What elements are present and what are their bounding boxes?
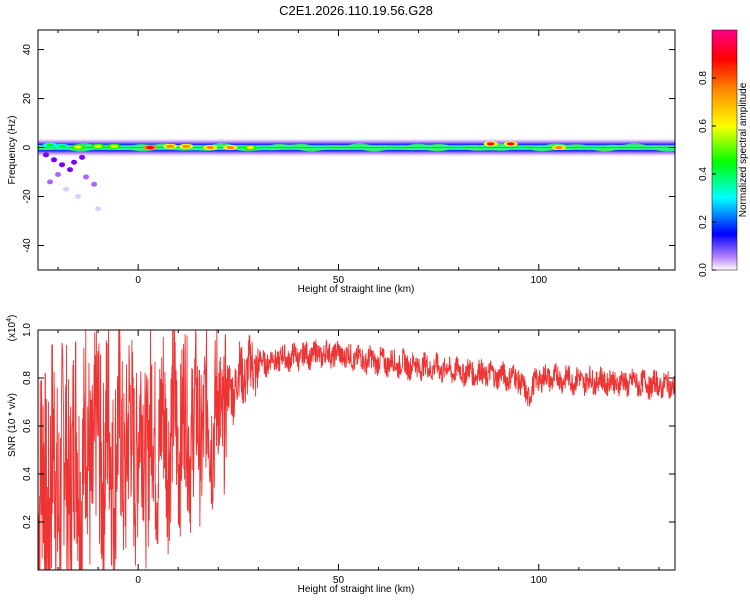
spectrogram-scatter-blob [63,186,70,192]
spectrogram-scatter-blob [79,154,86,160]
spectrogram-panel: 0 50 100 40 20 0 -20 -40 Height of straight lin… [7,29,676,295]
spectrogram-x-tick-label: 0 [135,275,141,286]
spectrogram-scatter-blob [55,171,62,177]
spectrogram-y-tick-label: 0 [22,144,33,150]
colorbar-label: Normalized spectral amplitude [738,82,749,217]
spectrogram-peak [182,144,191,148]
colorbar-tick-label: 0.4 [698,167,709,181]
colorbar-ticks: 0.0 0.2 0.4 0.6 0.8 [698,71,716,277]
snr-y-tick-label: 0.6 [22,419,33,433]
spectrogram-scatter-blob [71,159,78,165]
colorbar: 0.0 0.2 0.4 0.6 0.8 Normalized spectral ampl… [698,29,749,277]
colorbar-tick-label: 0.8 [698,71,709,85]
snr-y-tick-label: 0.4 [22,467,33,481]
spectrogram-peak [486,142,495,146]
snr-y-tick-label: 0.2 [22,515,33,529]
spectrogram-x-tick-label: 50 [333,275,345,286]
snr-y-tick-label: 1.0 [22,323,33,337]
snr-panel: 0 50 100 1.0 0.8 0.6 0.4 0.2 Height of straight… [6,315,676,595]
spectrogram-scatter-blob [91,181,98,187]
colorbar-tick-label: 0.6 [698,119,709,133]
spectrogram-x-tick-label: 100 [530,275,547,286]
spectrogram-scatter-blob [75,194,82,200]
spectrogram-peak [146,145,155,150]
spectrogram-y-axis-label: Frequency (Hz) [7,116,18,185]
spectrogram-scatter-blob [51,157,58,163]
spectrogram-y-tick-label: 20 [22,93,33,105]
snr-x-tick-label: 100 [530,575,547,586]
snr-series-line [38,330,675,570]
spectrogram-peak [58,144,67,148]
spectrogram-peak [94,144,103,148]
spectrogram-peak [110,144,119,148]
spectrogram-scatter-blob [47,179,54,185]
spectrogram-peak [246,145,255,150]
snr-axes: 0 50 100 1.0 0.8 0.6 0.4 0.2 [22,323,675,586]
snr-y-axis-label: SNR (10 * v/v) [7,393,18,457]
snr-y-tick-label: 0.8 [22,371,33,385]
spectrogram-y-tick-label: -40 [22,238,33,253]
spectrogram-peak [74,145,83,149]
snr-frame [37,329,676,571]
spectrogram-peak [206,145,215,150]
snr-x-axis-label: Height of straight line (km) [298,584,415,595]
snr-x-tick-label: 50 [333,575,345,586]
spectrogram-scatter-blob [83,174,90,180]
snr-plot-area [38,330,675,570]
snr-x-tick-label: 0 [135,575,141,586]
colorbar-gradient [711,29,738,271]
spectrogram-y-tick-label: 40 [22,44,33,56]
spectrogram-x-axis-label: Height of straight line (km) [298,284,415,295]
spectrogram-scatter-blob [67,167,74,173]
spectrogram-scatter-blob [43,152,50,158]
spectrogram-peak [166,144,175,148]
spectrogram-peak [554,145,563,150]
spectrogram-peak [226,145,235,150]
spectrogram-scatter-blob [95,206,102,212]
spectrogram-y-tick-label: -20 [22,189,33,204]
colorbar-tick-label: 0.2 [698,215,709,229]
spectrogram-plot-area [38,137,675,212]
spectrogram-scatter-blob [59,162,66,168]
snr-y-multiplier: (x104) [6,315,18,342]
spectrogram-peak [46,143,55,147]
spectrogram-peak [506,142,515,146]
colorbar-tick-label: 0.0 [698,263,709,277]
figure-title: C2E1.2026.110.19.56.G28 [279,3,433,18]
spectrogram-axes: 0 50 100 40 20 0 -20 -40 [22,30,675,286]
spectrogram-frame [37,29,676,271]
